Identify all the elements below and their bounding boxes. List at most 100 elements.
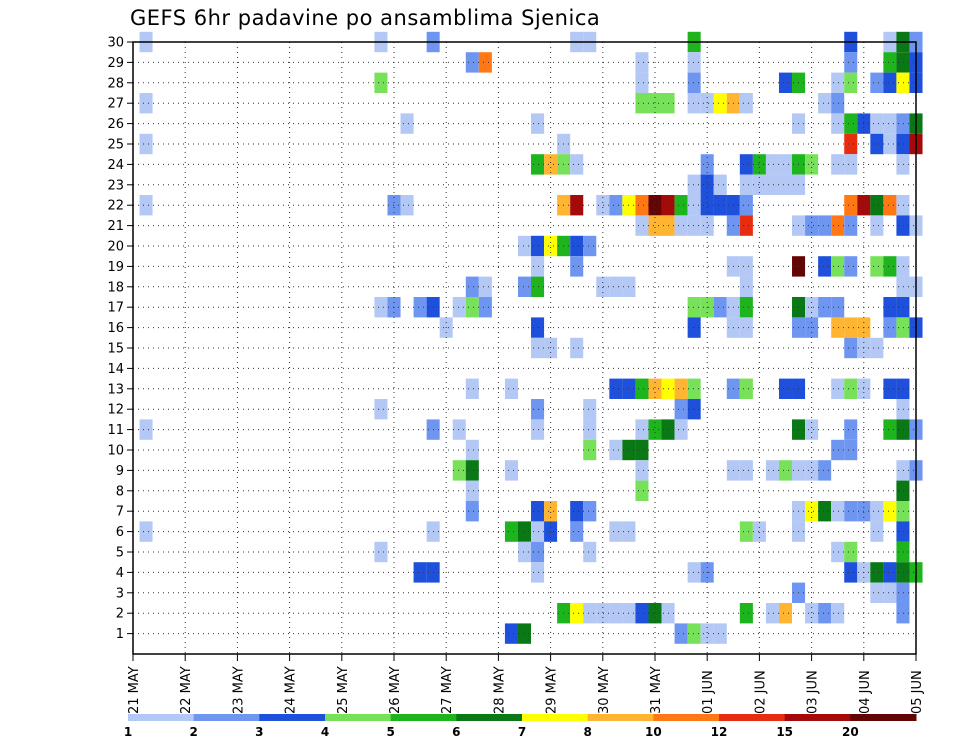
x-tick-label: 29 MAY [545,666,560,714]
x-tick-label: 03 JUN [806,670,821,714]
heatmap-cell [713,174,727,195]
heatmap-cell [883,72,897,93]
colorbar-swatch [719,714,786,721]
y-tick-label: 10 [107,444,124,459]
x-axis: 21 MAY 22 MAY 23 MAY 24 MAY 25 MAY 26 MAY 27 M… [127,654,925,714]
heatmap-cell [635,378,649,399]
heatmap-cell [896,195,910,216]
heatmap-cell [896,276,910,297]
heatmap-cells [139,31,923,644]
heatmap-cell [896,521,910,542]
heatmap-cell [570,521,584,542]
heatmap-cell [831,297,845,318]
heatmap-cell [752,174,766,195]
heatmap-cell [531,276,545,297]
heatmap-cell [648,378,662,399]
heatmap-cell [896,460,910,481]
heatmap-cell [387,195,401,216]
heatmap-cell [687,72,701,93]
heatmap-cell [870,582,884,603]
heatmap-cell [831,93,845,114]
heatmap-cell [374,72,388,93]
heatmap-cell [883,52,897,73]
heatmap-cell [465,378,479,399]
heatmap-cell [465,297,479,318]
heatmap-cell [517,521,532,542]
heatmap-cell [818,215,832,236]
heatmap-cell [713,623,727,644]
chart-title: GEFS 6hr padavine po ansamblima Sjenica [130,6,601,30]
heatmap-cell [739,174,753,195]
heatmap-cell [765,603,779,624]
heatmap-cell [818,501,832,522]
grid-lines [133,42,916,654]
heatmap-cell [883,378,897,399]
heatmap-cell [674,399,688,420]
heatmap-cell [413,562,427,583]
heatmap-cell [544,521,558,542]
heatmap-cell [883,113,897,134]
y-tick-label: 1 [116,627,124,642]
colorbar-swatch [587,714,654,721]
heatmap-cell [844,215,858,236]
heatmap-cell [517,623,532,644]
heatmap-cell [687,93,701,114]
y-tick-label: 23 [107,178,124,193]
heatmap-cell [531,113,545,134]
heatmap-cell [504,623,518,644]
heatmap-cell [609,439,623,461]
y-tick-label: 16 [107,321,124,336]
colorbar-swatch [259,714,326,721]
heatmap-cell [465,480,479,501]
heatmap-cell [844,317,858,338]
heatmap-cell [831,215,845,236]
heatmap-cell [831,541,845,563]
heatmap-cell [818,460,832,481]
heatmap-cell [531,501,545,522]
colorbar-swatch [653,714,720,721]
heatmap-cell [609,195,623,216]
heatmap-cell [517,541,532,563]
y-tick-label: 8 [116,484,124,499]
y-tick-label: 30 [107,36,124,51]
heatmap-cell [465,460,479,481]
colorbar-swatch [456,714,523,721]
heatmap-cell [478,276,492,297]
colorbar-swatch [325,714,392,721]
heatmap-cell [713,297,727,318]
colorbar-label: 10 [645,725,662,739]
heatmap-cell [739,195,753,216]
heatmap-cell [531,541,545,563]
heatmap-cell [139,195,153,216]
heatmap-cell [844,256,858,277]
heatmap-cell [896,317,910,338]
heatmap-cell [531,419,545,440]
y-tick-label: 14 [107,362,124,377]
colorbar-label: 1 [124,725,132,739]
colorbar-label: 4 [321,725,329,739]
heatmap-cell [583,603,597,624]
heatmap-cell [896,297,910,318]
heatmap-cell [844,72,858,93]
heatmap-cell [844,439,858,461]
y-tick-label: 29 [107,56,124,71]
heatmap-cell [504,521,518,542]
heatmap-cell [844,113,858,134]
heatmap-cell [635,52,649,73]
heatmap-cell [687,562,701,583]
heatmap-cell [713,93,727,114]
heatmap-cell [139,419,153,440]
heatmap-cell [739,154,753,175]
heatmap-cell [687,623,701,644]
heatmap-cell [517,276,532,297]
heatmap-cell [844,562,858,583]
heatmap-cell [635,460,649,481]
heatmap-cell [635,480,649,501]
heatmap-cell [896,133,910,155]
heatmap-cell [844,133,858,155]
y-tick-label: 7 [116,505,124,520]
heatmap-cell [465,276,479,297]
heatmap-cell [896,256,910,277]
heatmap-cell [739,317,753,338]
